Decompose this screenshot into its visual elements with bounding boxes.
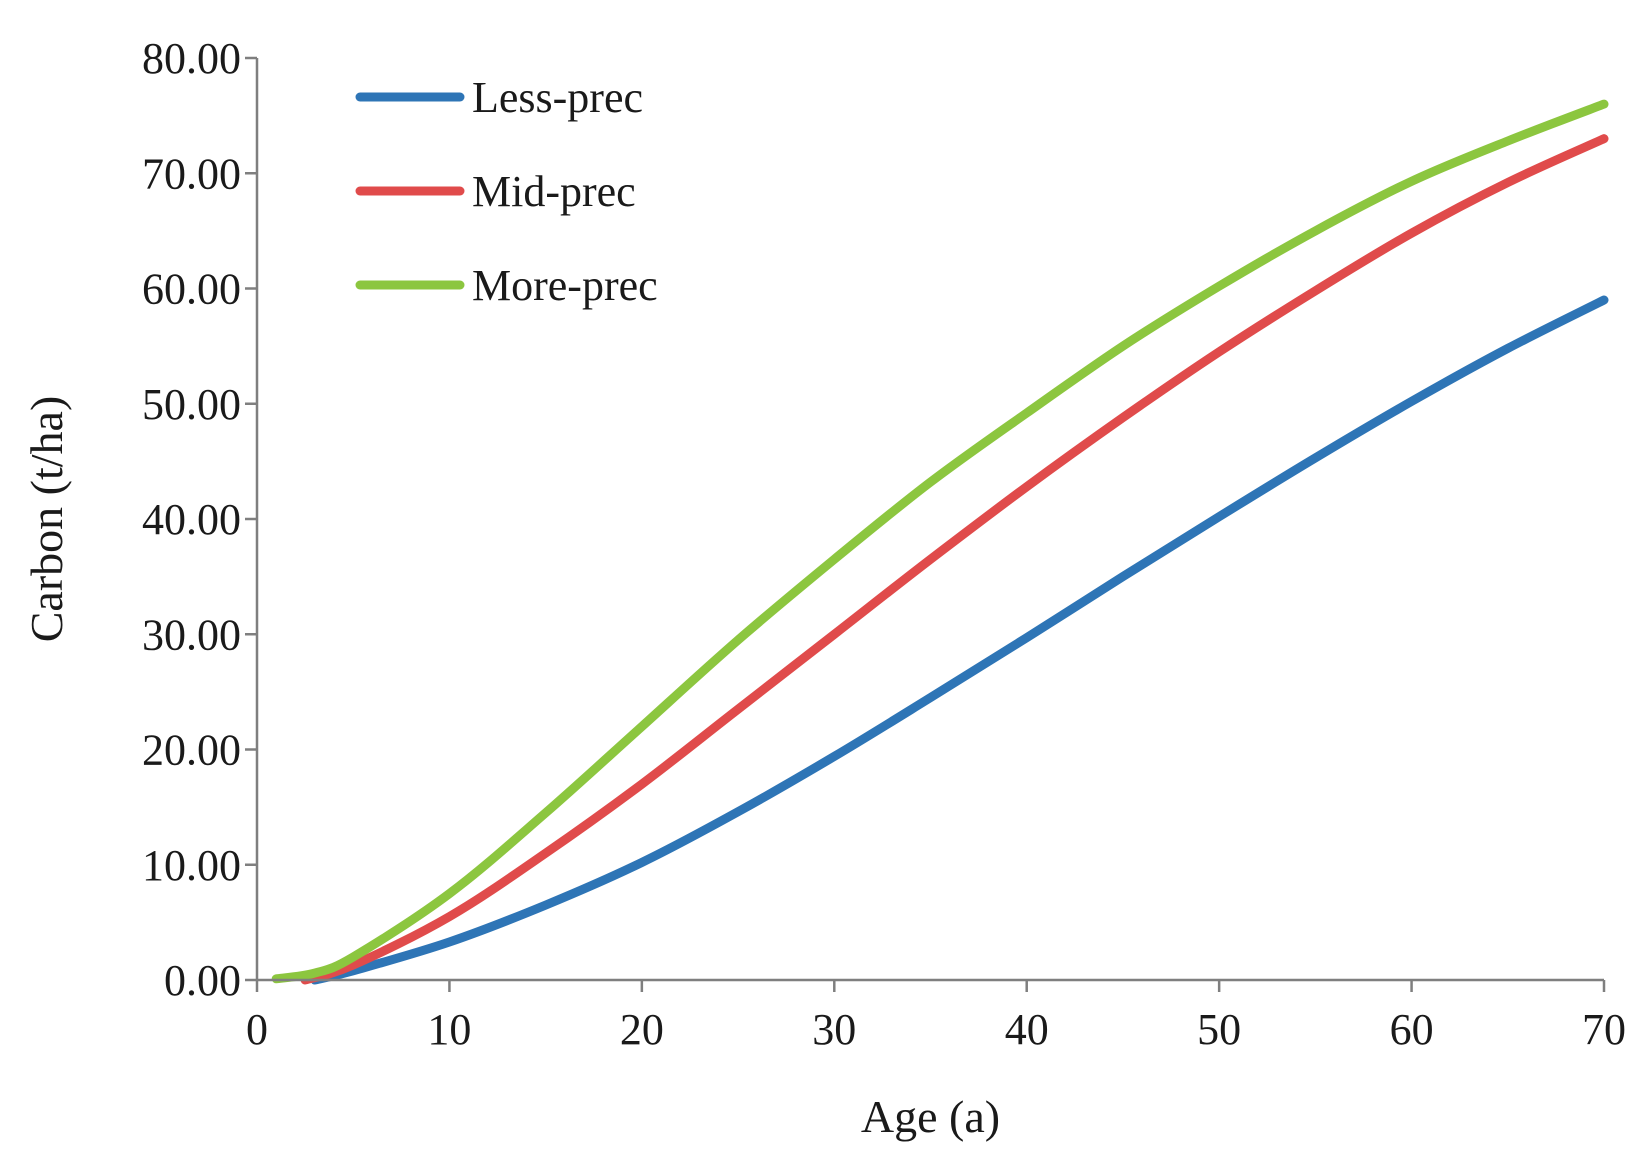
y-axis-ticks: 0.00 10.00 20.00 30.00 40.00 50.00 60.00 70.00 8…: [142, 34, 257, 1005]
series-line-less-prec: [310, 295, 1609, 985]
y-tick-label: 40.00: [142, 495, 241, 544]
x-tick-label: 60: [1390, 1005, 1434, 1054]
series-line-mid-prec: [300, 134, 1609, 985]
legend-label-mid-prec: Mid-prec: [472, 167, 636, 216]
x-axis-ticks: 0 10 20 30 40 50 60 70: [246, 980, 1626, 1054]
y-tick-label: 70.00: [142, 149, 241, 198]
y-tick-label: 0.00: [164, 956, 241, 1005]
x-tick-label: 70: [1582, 1005, 1626, 1054]
y-tick-label: 60.00: [142, 265, 241, 314]
y-tick-label: 80.00: [142, 34, 241, 83]
y-tick-label: 20.00: [142, 726, 241, 775]
y-axis-title: Carbon (t/ha): [21, 396, 72, 643]
y-tick-label: 10.00: [142, 841, 241, 890]
y-tick-label: 50.00: [142, 380, 241, 429]
x-tick-label: 40: [1005, 1005, 1049, 1054]
series-line-more-prec: [271, 99, 1609, 984]
legend-label-less-prec: Less-prec: [472, 73, 643, 122]
legend-label-more-prec: More-prec: [472, 261, 658, 310]
x-tick-label: 50: [1197, 1005, 1241, 1054]
x-tick-label: 10: [427, 1005, 471, 1054]
y-tick-label: 30.00: [142, 610, 241, 659]
x-axis-title: Age (a): [861, 1091, 1000, 1142]
x-tick-label: 0: [246, 1005, 268, 1054]
x-tick-label: 30: [812, 1005, 856, 1054]
x-tick-label: 20: [620, 1005, 664, 1054]
series-layer: [271, 99, 1609, 985]
legend: Less-prec Mid-prec More-prec: [355, 73, 658, 310]
